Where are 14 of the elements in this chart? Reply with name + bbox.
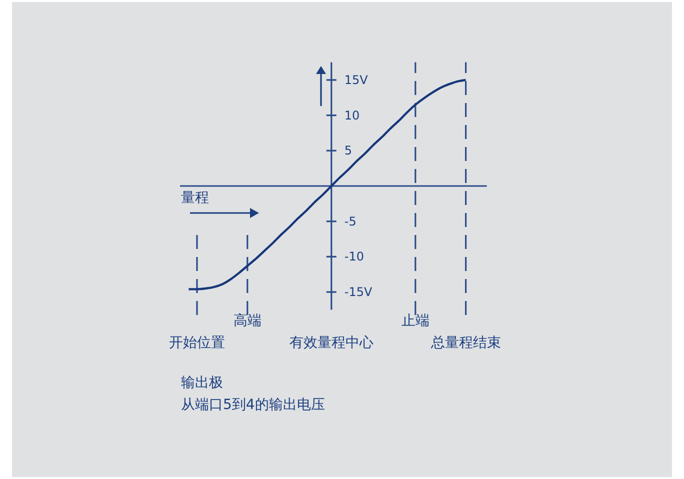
x-tick-label: 止端 bbox=[401, 313, 430, 329]
y-tick-label: 15V bbox=[344, 72, 369, 87]
x-tick-label: 高端 bbox=[233, 313, 262, 329]
y-tick-label: -15V bbox=[344, 285, 373, 300]
y-tick-label: -10 bbox=[344, 250, 364, 264]
y-tick-label: 10 bbox=[344, 108, 360, 122]
text: 输出极 bbox=[181, 374, 224, 393]
x-tick-label: 总量程结束 bbox=[430, 335, 501, 351]
text: 从端口5到4的输出电压 bbox=[181, 396, 325, 415]
x-tick-label: 有效量程中心 bbox=[289, 335, 374, 351]
y-tick-label: -5 bbox=[344, 214, 356, 228]
annotation: 量程 bbox=[181, 189, 209, 207]
y-tick-label: 5 bbox=[344, 144, 352, 158]
x-tick-label: 开始位置 bbox=[169, 335, 225, 351]
